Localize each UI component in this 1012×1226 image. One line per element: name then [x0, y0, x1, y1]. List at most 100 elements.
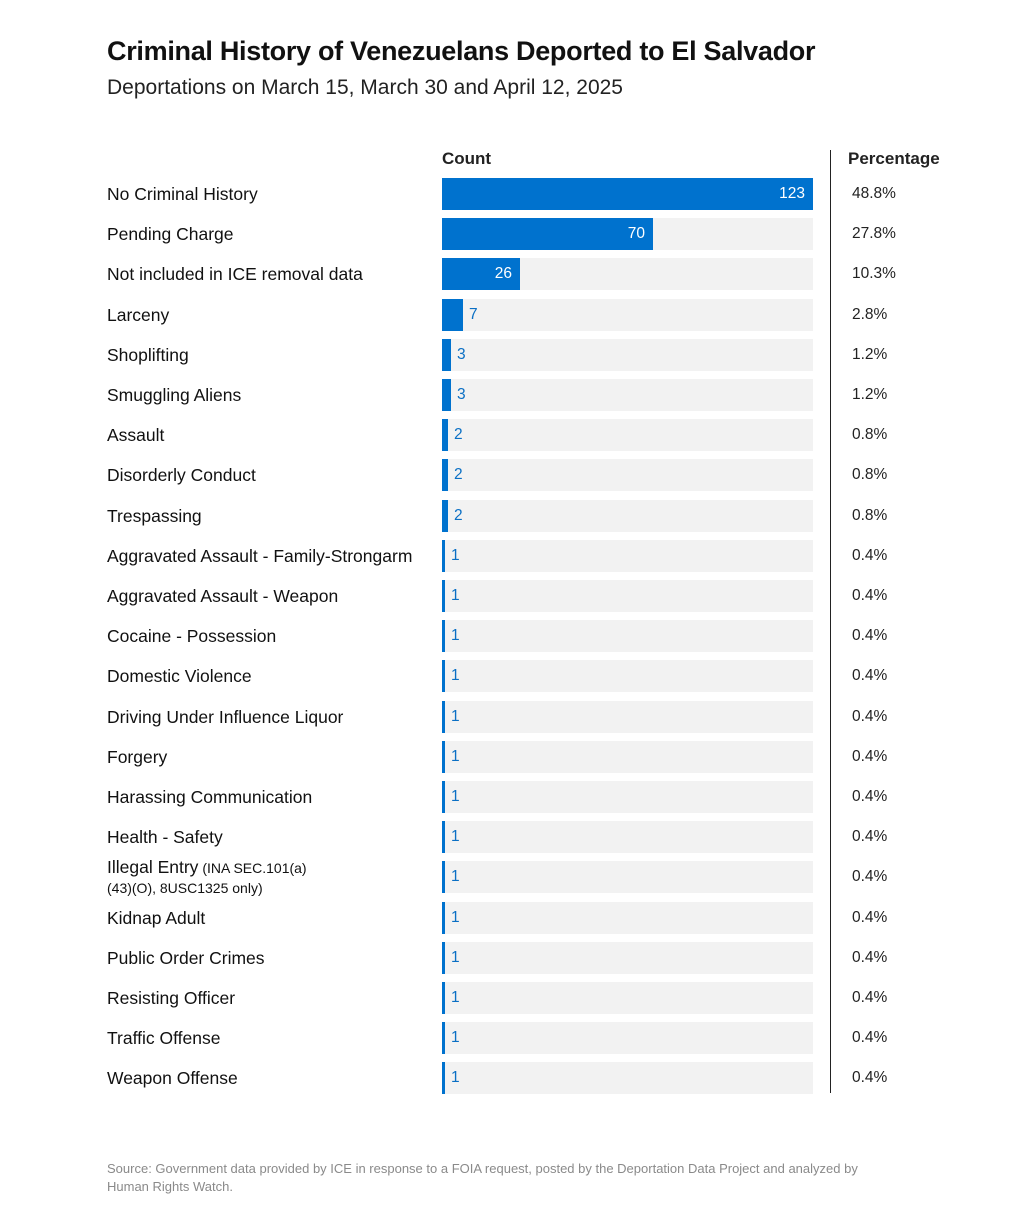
category-label-text: Cocaine - Possession: [107, 625, 277, 646]
bar: [442, 500, 448, 532]
bar-track: 1: [442, 660, 813, 692]
percentage-value: 0.8%: [852, 426, 888, 443]
category-label-text: Assault: [107, 424, 165, 445]
chart-row: Assault 2 0.8%: [0, 419, 1012, 451]
chart-row: Pending Charge 70 27.8%: [0, 218, 1012, 250]
category-label: Traffic Offense: [107, 1028, 220, 1048]
bar: [442, 258, 520, 290]
bar-track: 7: [442, 299, 813, 331]
category-label: Domestic Violence: [107, 666, 252, 686]
chart-row: Kidnap Adult 1 0.4%: [0, 902, 1012, 934]
percentage-value: 0.4%: [852, 667, 888, 684]
bar: [442, 1022, 445, 1054]
chart-row: Disorderly Conduct 2 0.8%: [0, 459, 1012, 491]
bar-track: 1: [442, 701, 813, 733]
percentage-value: 0.4%: [852, 708, 888, 725]
category-label-text: Driving Under Influence Liquor: [107, 706, 344, 727]
chart-row: Forgery 1 0.4%: [0, 741, 1012, 773]
chart-row: Trespassing 2 0.8%: [0, 500, 1012, 532]
category-label-text: Health - Safety: [107, 826, 223, 847]
percentage-value: 0.4%: [852, 868, 888, 885]
bar: [442, 942, 445, 974]
category-label-text: Aggravated Assault - Family-Strongarm: [107, 545, 413, 566]
category-label: Aggravated Assault - Family-Strongarm: [107, 546, 412, 566]
category-label: Harassing Communication: [107, 787, 312, 807]
bar-value-label: 2: [454, 507, 463, 524]
bar-track: 1: [442, 982, 813, 1014]
bar-track: 1: [442, 861, 813, 893]
bar: [442, 178, 813, 210]
bar-track: 3: [442, 379, 813, 411]
bar-track: 3: [442, 339, 813, 371]
bar-value-label: 1: [451, 708, 460, 725]
chart-row: Aggravated Assault - Weapon 1 0.4%: [0, 580, 1012, 612]
bar-value-label: 1: [451, 989, 460, 1006]
bar: [442, 580, 445, 612]
column-divider: [830, 150, 831, 1093]
bar: [442, 218, 653, 250]
bar-track: 70: [442, 218, 813, 250]
bar: [442, 982, 445, 1014]
chart-row: Harassing Communication 1 0.4%: [0, 781, 1012, 813]
bar-value-label: 1: [451, 547, 460, 564]
bar-value-label: 123: [779, 185, 805, 202]
category-label-text: Illegal Entry: [107, 856, 199, 877]
category-label: Driving Under Influence Liquor: [107, 707, 343, 727]
bar-value-label: 1: [451, 909, 460, 926]
chart-row: Health - Safety 1 0.4%: [0, 821, 1012, 853]
bar-track: 2: [442, 500, 813, 532]
category-label-text: Smuggling Aliens: [107, 384, 242, 405]
bar-value-label: 2: [454, 466, 463, 483]
bar: [442, 299, 463, 331]
category-label-text: Not included in ICE removal data: [107, 263, 363, 284]
chart-row: Smuggling Aliens 3 1.2%: [0, 379, 1012, 411]
bar-value-label: 1: [451, 627, 460, 644]
bar: [442, 620, 445, 652]
chart-row: Cocaine - Possession 1 0.4%: [0, 620, 1012, 652]
chart-row: Shoplifting 3 1.2%: [0, 339, 1012, 371]
percentage-value: 0.4%: [852, 748, 888, 765]
bar: [442, 902, 445, 934]
category-label-text: No Criminal History: [107, 183, 258, 204]
percentage-value: 0.4%: [852, 627, 888, 644]
percentage-value: 0.4%: [852, 949, 888, 966]
bar-value-label: 1: [451, 788, 460, 805]
bar-value-label: 3: [457, 386, 466, 403]
category-label: Shoplifting: [107, 345, 189, 365]
bar: [442, 741, 445, 773]
category-label-text: Trespassing: [107, 505, 202, 526]
category-label-text: Forgery: [107, 746, 168, 767]
percentage-value: 10.3%: [852, 265, 896, 282]
bar-track: 1: [442, 1022, 813, 1054]
bar-value-label: 26: [494, 265, 512, 282]
percentage-value: 1.2%: [852, 386, 888, 403]
category-label: Resisting Officer: [107, 988, 235, 1008]
category-label-note: (INA SEC.101(a)(43)(O), 8USC1325 only): [107, 859, 307, 896]
bar-track: 1: [442, 821, 813, 853]
chart-row: Not included in ICE removal data 26 10.3%: [0, 258, 1012, 290]
chart-row: Domestic Violence 1 0.4%: [0, 660, 1012, 692]
bar: [442, 379, 451, 411]
bar-track: 2: [442, 459, 813, 491]
category-label: Forgery: [107, 747, 167, 767]
bar: [442, 660, 445, 692]
bar-value-label: 1: [451, 1029, 460, 1046]
percentage-value: 0.8%: [852, 507, 888, 524]
chart-row: Public Order Crimes 1 0.4%: [0, 942, 1012, 974]
bar: [442, 781, 445, 813]
chart-row: Weapon Offense 1 0.4%: [0, 1062, 1012, 1094]
bar-track: 1: [442, 741, 813, 773]
bar-value-label: 3: [457, 346, 466, 363]
category-label-text: Resisting Officer: [107, 987, 236, 1008]
percentage-value: 0.4%: [852, 828, 888, 845]
category-label-text: Kidnap Adult: [107, 907, 206, 928]
bar: [442, 821, 445, 853]
percentage-value: 0.4%: [852, 1029, 888, 1046]
bar-track: 123: [442, 178, 813, 210]
percentage-column-header: Percentage: [848, 149, 940, 168]
category-label-text: Domestic Violence: [107, 665, 252, 686]
bar: [442, 861, 445, 893]
bar-track: 26: [442, 258, 813, 290]
bar-track: 1: [442, 902, 813, 934]
